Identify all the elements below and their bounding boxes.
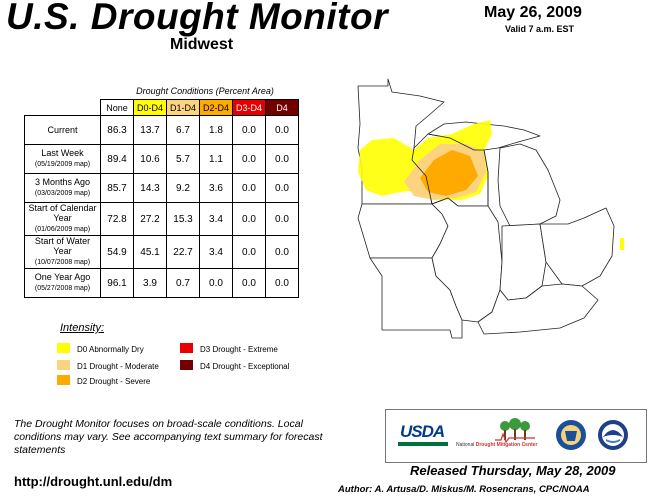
cell: 0.0 (265, 268, 299, 298)
ndmc-tree-icon (495, 418, 535, 444)
cell: 14.3 (133, 173, 167, 203)
col-d2-d4: D2-D4 (199, 99, 233, 116)
author-credit: Author: A. Artusa/D. Miskus/M. Rosencran… (338, 484, 590, 495)
cell: 27.2 (133, 202, 167, 236)
valid-time: Valid 7 a.m. EST (505, 24, 575, 34)
row-label: One Year Ago (05/27/2008 map) (24, 268, 101, 298)
cell: 1.1 (199, 144, 233, 174)
illinois-state (431, 197, 503, 323)
cell: 6.7 (166, 115, 200, 145)
midwest-drought-map (357, 78, 624, 339)
cell: 13.7 (133, 115, 167, 145)
cell: 0.0 (265, 235, 299, 269)
table-header-row: None D0-D4 D1-D4 D2-D4 D3-D4 D4 (25, 99, 299, 116)
col-d3-d4: D3-D4 (232, 99, 266, 116)
cell: 3.6 (199, 173, 233, 203)
legend-swatch-d2 (57, 375, 70, 385)
table-row: Start of Calendar Year (01/06/2009 map) 7… (24, 202, 299, 236)
cell: 0.0 (265, 173, 299, 203)
cell: 0.0 (232, 202, 266, 236)
table-row: 3 Months Ago (03/03/2009 map) 85.7 14.3 9… (24, 173, 299, 203)
cell: 0.0 (232, 144, 266, 174)
source-url[interactable]: http://drought.unl.edu/dm (14, 474, 173, 489)
noaa-logo-icon (598, 420, 628, 450)
cell: 0.0 (265, 144, 299, 174)
col-d4: D4 (265, 99, 299, 116)
cell: 0.0 (232, 173, 266, 203)
cell: 3.9 (133, 268, 167, 298)
cell: 96.1 (100, 268, 134, 298)
release-date: Released Thursday, May 28, 2009 (410, 463, 616, 478)
cell: 89.4 (100, 144, 134, 174)
legend-title: Intensity: (60, 322, 105, 334)
cell: 3.4 (199, 235, 233, 269)
row-label: Last Week (05/19/2009 map) (24, 144, 101, 174)
kentucky-state (477, 283, 599, 335)
cell: 1.8 (199, 115, 233, 145)
row-label: Start of Calendar Year (01/06/2009 map) (24, 202, 101, 236)
cell: 72.8 (100, 202, 134, 236)
row-label: 3 Months Ago (03/03/2009 map) (24, 173, 101, 203)
row-label: Current (24, 115, 101, 145)
drought-areas (358, 120, 624, 250)
cell: 0.0 (232, 235, 266, 269)
d2-severe-area (420, 150, 478, 196)
legend-swatch-d0 (57, 343, 70, 353)
table-row: Last Week (05/19/2009 map) 89.4 10.6 5.7 … (24, 144, 299, 174)
legend-label-d4: D4 Drought - Exceptional (200, 362, 290, 371)
ndmc-logo: National Drought Mitigation Center (456, 442, 538, 448)
cell: 0.0 (265, 115, 299, 145)
row-label: Start of Water Year (10/07/2008 map) (24, 235, 101, 269)
cell: 22.7 (166, 235, 200, 269)
cell: 15.3 (166, 202, 200, 236)
d0-ohio-sliver (620, 238, 624, 250)
cell: 0.0 (199, 268, 233, 298)
footnote: The Drought Monitor focuses on broad-sca… (14, 418, 323, 456)
usda-logo-bar (398, 442, 448, 446)
cell: 10.6 (133, 144, 167, 174)
cell: 9.2 (166, 173, 200, 203)
legend-label-d2: D2 Drought - Severe (77, 377, 151, 386)
region-name: Midwest (170, 36, 234, 53)
cell: 54.9 (100, 235, 134, 269)
col-d0-d4: D0-D4 (133, 99, 167, 116)
cell: 85.7 (100, 173, 134, 203)
drought-conditions-table: None D0-D4 D1-D4 D2-D4 D3-D4 D4 Current … (24, 99, 299, 298)
cell: 45.1 (133, 235, 167, 269)
table-row: Current 86.3 13.7 6.7 1.8 0.0 0.0 (24, 115, 299, 145)
map-date: May 26, 2009 (484, 4, 582, 21)
michigan-lp-state (497, 143, 561, 227)
table-caption: Drought Conditions (Percent Area) (136, 86, 274, 96)
state-borders (411, 133, 489, 207)
cell: 5.7 (166, 144, 200, 174)
logo-panel (385, 409, 647, 463)
table-row: Start of Water Year (10/07/2008 map) 54.9… (24, 235, 299, 269)
legend-label-d3: D3 Drought - Extreme (200, 345, 278, 354)
legend-swatch-d3 (180, 343, 193, 353)
cell: 0.0 (232, 268, 266, 298)
col-none: None (100, 99, 134, 116)
legend-label-d0: D0 Abnormally Dry (77, 345, 144, 354)
header-blank (25, 100, 101, 116)
table-row: One Year Ago (05/27/2008 map) 96.1 3.9 0.… (24, 268, 299, 298)
legend-swatch-d1 (57, 360, 70, 370)
ohio-state (539, 207, 615, 287)
map-title: U.S. Drought Monitor (6, 0, 388, 37)
cell: 0.7 (166, 268, 200, 298)
legend-swatch-d4 (180, 360, 193, 370)
col-d1-d4: D1-D4 (166, 99, 200, 116)
cell: 3.4 (199, 202, 233, 236)
usda-logo: USDA (400, 422, 445, 441)
cell: 0.0 (265, 202, 299, 236)
cell: 86.3 (100, 115, 134, 145)
legend-label-d1: D1 Drought - Moderate (77, 362, 159, 371)
doc-seal-icon (556, 420, 586, 450)
iowa-state (357, 203, 449, 259)
cell: 0.0 (232, 115, 266, 145)
